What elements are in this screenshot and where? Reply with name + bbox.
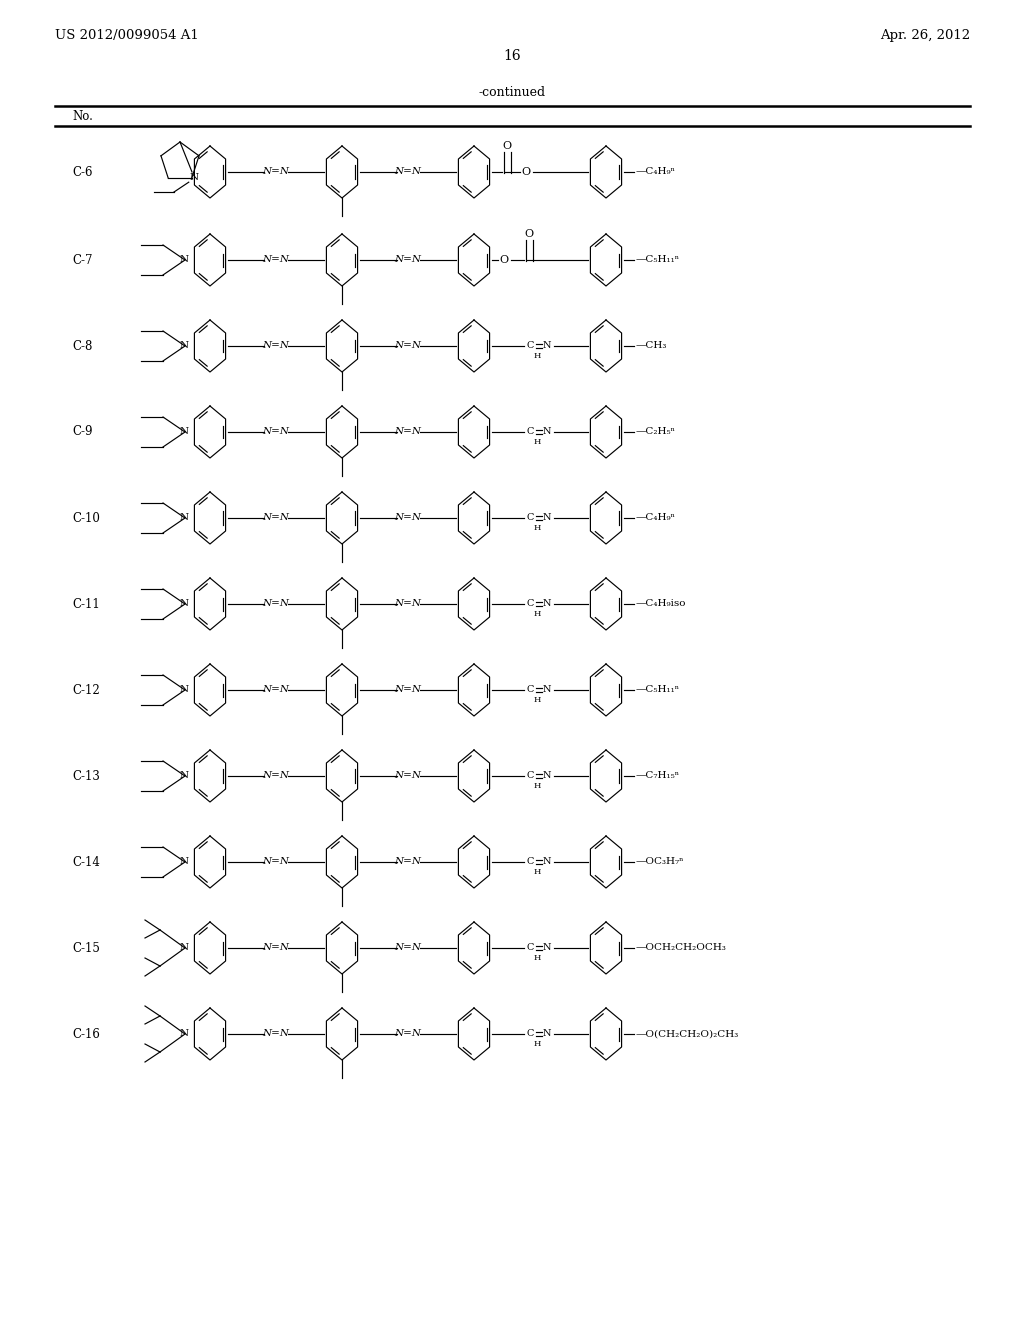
Text: N=N: N=N [262, 598, 290, 607]
Text: N=N: N=N [262, 512, 290, 521]
Text: H: H [534, 954, 541, 962]
Text: C-14: C-14 [72, 855, 100, 869]
Text: N=N: N=N [394, 771, 422, 780]
Text: N: N [180, 342, 189, 351]
Text: C-15: C-15 [72, 941, 100, 954]
Text: C-10: C-10 [72, 511, 100, 524]
Text: O: O [521, 168, 530, 177]
Text: N=N: N=N [262, 685, 290, 693]
Text: N: N [180, 944, 189, 953]
Text: H: H [534, 352, 541, 360]
Text: N=N: N=N [394, 685, 422, 693]
Text: C: C [526, 685, 534, 693]
Text: Apr. 26, 2012: Apr. 26, 2012 [880, 29, 970, 41]
Text: C: C [526, 1028, 534, 1038]
Text: —OC₃H₇ⁿ: —OC₃H₇ⁿ [636, 858, 684, 866]
Text: H: H [534, 696, 541, 704]
Text: N: N [543, 342, 551, 351]
Text: N=N: N=N [262, 771, 290, 780]
Text: N: N [543, 944, 551, 953]
Text: H: H [534, 869, 541, 876]
Text: N: N [543, 513, 551, 523]
Text: —C₇H₁₅ⁿ: —C₇H₁₅ⁿ [636, 771, 680, 780]
Text: N: N [180, 858, 189, 866]
Text: N: N [543, 858, 551, 866]
Text: H: H [534, 438, 541, 446]
Text: N=N: N=N [394, 426, 422, 436]
Text: No.: No. [72, 110, 93, 123]
Text: N: N [180, 599, 189, 609]
Text: N: N [189, 173, 199, 182]
Text: N=N: N=N [394, 166, 422, 176]
Text: N=N: N=N [262, 942, 290, 952]
Text: —OCH₂CH₂OCH₃: —OCH₂CH₂OCH₃ [636, 944, 727, 953]
Text: —C₄H₉iso: —C₄H₉iso [636, 599, 686, 609]
Text: C: C [526, 598, 534, 607]
Text: N: N [180, 513, 189, 523]
Text: —C₂H₅ⁿ: —C₂H₅ⁿ [636, 428, 676, 437]
Text: H: H [534, 610, 541, 618]
Text: N: N [543, 771, 551, 780]
Text: —CH₃: —CH₃ [636, 342, 668, 351]
Text: C-16: C-16 [72, 1027, 100, 1040]
Text: C-8: C-8 [72, 339, 92, 352]
Text: —C₄H₉ⁿ: —C₄H₉ⁿ [636, 513, 676, 523]
Text: C-6: C-6 [72, 165, 92, 178]
Text: C: C [526, 341, 534, 350]
Text: N: N [180, 1030, 189, 1039]
Text: —C₅H₁₁ⁿ: —C₅H₁₁ⁿ [636, 256, 680, 264]
Text: C: C [526, 857, 534, 866]
Text: N=N: N=N [394, 598, 422, 607]
Text: O: O [503, 141, 512, 150]
Text: C-7: C-7 [72, 253, 92, 267]
Text: N: N [543, 685, 551, 694]
Text: O: O [500, 255, 509, 265]
Text: N=N: N=N [394, 255, 422, 264]
Text: 16: 16 [503, 49, 521, 63]
Text: C: C [526, 942, 534, 952]
Text: C: C [526, 512, 534, 521]
Text: -continued: -continued [478, 86, 546, 99]
Text: C: C [526, 426, 534, 436]
Text: —O(CH₂CH₂O)₂CH₃: —O(CH₂CH₂O)₂CH₃ [636, 1030, 739, 1039]
Text: N=N: N=N [262, 341, 290, 350]
Text: N: N [180, 771, 189, 780]
Text: N=N: N=N [394, 341, 422, 350]
Text: N=N: N=N [394, 942, 422, 952]
Text: H: H [534, 1040, 541, 1048]
Text: —C₅H₁₁ⁿ: —C₅H₁₁ⁿ [636, 685, 680, 694]
Text: O: O [524, 228, 534, 239]
Text: N=N: N=N [262, 857, 290, 866]
Text: —C₄H₉ⁿ: —C₄H₉ⁿ [636, 168, 676, 177]
Text: N: N [543, 1030, 551, 1039]
Text: N: N [543, 428, 551, 437]
Text: N=N: N=N [262, 166, 290, 176]
Text: N: N [180, 428, 189, 437]
Text: C-11: C-11 [72, 598, 99, 610]
Text: US 2012/0099054 A1: US 2012/0099054 A1 [55, 29, 199, 41]
Text: N=N: N=N [394, 857, 422, 866]
Text: N=N: N=N [394, 1028, 422, 1038]
Text: H: H [534, 524, 541, 532]
Text: C-13: C-13 [72, 770, 100, 783]
Text: C-12: C-12 [72, 684, 99, 697]
Text: C-9: C-9 [72, 425, 92, 438]
Text: N=N: N=N [262, 255, 290, 264]
Text: N=N: N=N [394, 512, 422, 521]
Text: C: C [526, 771, 534, 780]
Text: N: N [543, 599, 551, 609]
Text: N: N [180, 256, 189, 264]
Text: H: H [534, 781, 541, 789]
Text: N: N [180, 685, 189, 694]
Text: N=N: N=N [262, 1028, 290, 1038]
Text: N=N: N=N [262, 426, 290, 436]
